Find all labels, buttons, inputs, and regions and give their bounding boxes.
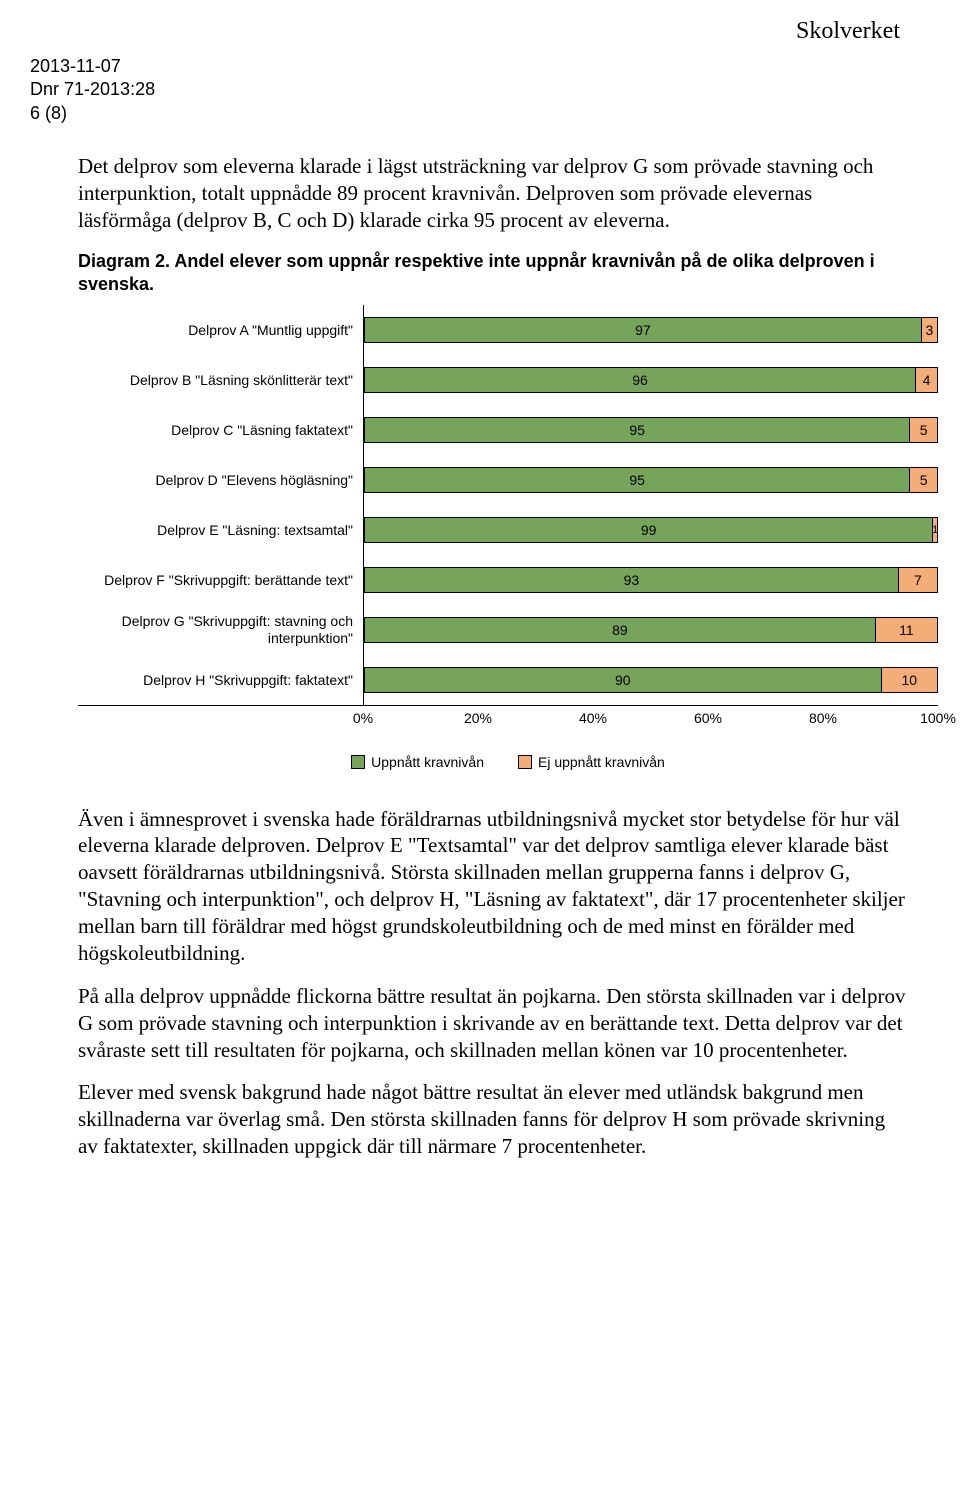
bar-segment-fail: 1 bbox=[932, 517, 938, 543]
legend-fail-label: Ej uppnått kravnivån bbox=[538, 754, 665, 770]
legend-pass-label: Uppnått kravnivån bbox=[371, 754, 484, 770]
bar-segment-pass: 99 bbox=[364, 517, 932, 543]
swatch-pass-icon bbox=[351, 755, 365, 769]
chart-row-label: Delprov G "Skrivuppgift: stavning och in… bbox=[78, 613, 363, 645]
org-name: Skolverket bbox=[30, 18, 910, 45]
doc-date: 2013-11-07 bbox=[30, 55, 910, 78]
bar-segment-fail: 7 bbox=[898, 567, 938, 593]
axis-tick: 20% bbox=[464, 710, 492, 726]
bar-segment-fail: 10 bbox=[881, 667, 938, 693]
bar-segment-pass: 96 bbox=[364, 367, 915, 393]
paragraph-2: Även i ämnesprovet i svenska hade föräld… bbox=[78, 806, 908, 967]
bar-segment-fail: 11 bbox=[875, 617, 938, 643]
chart-row-label: Delprov D "Elevens högläsning" bbox=[78, 472, 363, 488]
chart-bar: 955 bbox=[363, 405, 938, 455]
chart-row: Delprov C "Läsning faktatext"955 bbox=[78, 405, 938, 455]
chart-row: Delprov A "Muntlig uppgift"973 bbox=[78, 305, 938, 355]
chart-bar: 955 bbox=[363, 455, 938, 505]
bar-segment-pass: 95 bbox=[364, 417, 909, 443]
legend-pass: Uppnått kravnivån bbox=[351, 754, 484, 770]
bar-segment-pass: 89 bbox=[364, 617, 875, 643]
axis-tick: 100% bbox=[920, 710, 956, 726]
chart-bar: 991 bbox=[363, 505, 938, 555]
chart-bar: 964 bbox=[363, 355, 938, 405]
chart-bar: 9010 bbox=[363, 655, 938, 705]
chart-row-label: Delprov E "Läsning: textsamtal" bbox=[78, 522, 363, 538]
axis-tick: 0% bbox=[353, 710, 373, 726]
chart-row: Delprov H "Skrivuppgift: faktatext"9010 bbox=[78, 655, 938, 705]
chart-row-label: Delprov F "Skrivuppgift: berättande text… bbox=[78, 572, 363, 588]
chart-legend: Uppnått kravnivån Ej uppnått kravnivån bbox=[78, 754, 938, 770]
chart-caption: Diagram 2. Andel elever som uppnår respe… bbox=[78, 250, 908, 297]
axis-tick: 40% bbox=[579, 710, 607, 726]
paragraph-4: Elever med svensk bakgrund hade något bä… bbox=[78, 1079, 908, 1160]
bar-segment-fail: 5 bbox=[909, 417, 938, 443]
chart-row-label: Delprov C "Läsning faktatext" bbox=[78, 422, 363, 438]
axis-tick: 80% bbox=[809, 710, 837, 726]
paragraph-1: Det delprov som eleverna klarade i lägst… bbox=[78, 153, 908, 234]
chart-bar: 973 bbox=[363, 305, 938, 355]
bar-segment-pass: 95 bbox=[364, 467, 909, 493]
axis-tick: 60% bbox=[694, 710, 722, 726]
bar-segment-fail: 4 bbox=[915, 367, 938, 393]
bar-segment-fail: 5 bbox=[909, 467, 938, 493]
bar-segment-pass: 97 bbox=[364, 317, 921, 343]
paragraph-3: På alla delprov uppnådde flickorna bättr… bbox=[78, 983, 908, 1064]
chart-bar: 937 bbox=[363, 555, 938, 605]
chart-row: Delprov F "Skrivuppgift: berättande text… bbox=[78, 555, 938, 605]
bar-segment-pass: 90 bbox=[364, 667, 881, 693]
chart-diagram-2: Delprov A "Muntlig uppgift"973Delprov B … bbox=[78, 305, 938, 770]
chart-row-label: Delprov A "Muntlig uppgift" bbox=[78, 322, 363, 338]
swatch-fail-icon bbox=[518, 755, 532, 769]
chart-row: Delprov B "Läsning skönlitterär text"964 bbox=[78, 355, 938, 405]
chart-row-label: Delprov B "Läsning skönlitterär text" bbox=[78, 372, 363, 388]
doc-dnr: Dnr 71-2013:28 bbox=[30, 78, 910, 101]
doc-page: 6 (8) bbox=[30, 102, 910, 125]
chart-bar: 8911 bbox=[363, 605, 938, 655]
doc-meta: 2013-11-07 Dnr 71-2013:28 6 (8) bbox=[30, 55, 910, 125]
chart-row: Delprov G "Skrivuppgift: stavning och in… bbox=[78, 605, 938, 655]
bar-segment-fail: 3 bbox=[921, 317, 938, 343]
chart-row: Delprov E "Läsning: textsamtal"991 bbox=[78, 505, 938, 555]
bar-segment-pass: 93 bbox=[364, 567, 898, 593]
chart-row-label: Delprov H "Skrivuppgift: faktatext" bbox=[78, 672, 363, 688]
legend-fail: Ej uppnått kravnivån bbox=[518, 754, 665, 770]
chart-row: Delprov D "Elevens högläsning"955 bbox=[78, 455, 938, 505]
